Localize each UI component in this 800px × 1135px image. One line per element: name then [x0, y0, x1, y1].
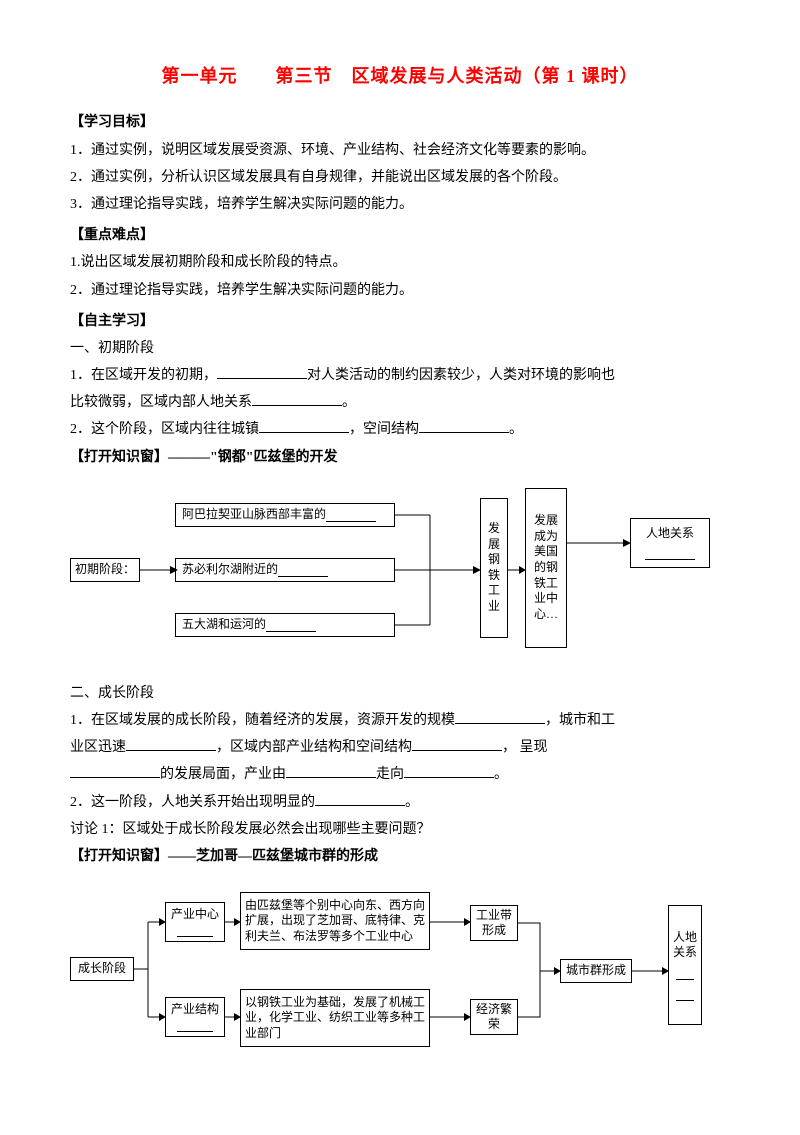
s1b-mid1: ，空间结构: [349, 422, 419, 437]
s2a-l2mid: ，区域内部产业结构和空间结构: [216, 740, 412, 755]
s2a-end: 。: [494, 767, 508, 782]
s1a-mid: 对人类活动的制约因素较少，人类对环境的影响也: [307, 368, 615, 383]
blank: [419, 418, 509, 433]
keypoint-2: 2．通过理论指导实践，培养学生解决实际问题的能力。: [70, 278, 730, 303]
blank: [315, 791, 405, 806]
s2a-l2pre: 业区迅速: [70, 740, 126, 755]
window2-heading: 【打开知识窗】——芝加哥—匹兹堡城市群的形成: [70, 844, 730, 869]
goal-1: 1．通过实例，说明区域发展受资源、环境、产业结构、社会经济文化等要素的影响。: [70, 138, 730, 163]
blank: [404, 763, 494, 778]
blank: [126, 736, 216, 751]
s1a-pre: 1．在区域开发的初期，: [70, 368, 217, 383]
s1a-l2pre: 比较微弱，区域内部人地关系: [70, 395, 252, 410]
blank: [70, 763, 160, 778]
blank: [259, 418, 349, 433]
goal-3: 3．通过理论指导实践，培养学生解决实际问题的能力。: [70, 192, 730, 217]
blank: [217, 364, 307, 379]
stage2-text-1c: 的发展局面，产业由 走向 。: [70, 762, 730, 787]
diagram2-connectors: [70, 887, 730, 1057]
diagram-chicago: 成长阶段 产业中心 产业结构 由匹兹堡等个别中心向东、西方向扩展，出现了芝加哥、…: [70, 887, 730, 1057]
stage1-heading: 一、初期阶段: [70, 336, 730, 361]
keypoint-1: 1.说出区域发展初期阶段和成长阶段的特点。: [70, 250, 730, 275]
keypoints-heading: 【重点难点】: [70, 223, 730, 248]
stage2-text-1b: 业区迅速 ，区域内部产业结构和空间结构 ， 呈现: [70, 735, 730, 760]
s2b-pre: 2．这一阶段，人地关系开始出现明显的: [70, 795, 315, 810]
goal-2: 2．通过实例，分析认识区域发展具有自身规律，并能说出区域发展的各个阶段。: [70, 165, 730, 190]
s2a-mid: ，城市和工: [545, 713, 615, 728]
diagram-pittsburgh: 初期阶段： 阿巴拉契亚山脉西部丰富的 苏必利尔湖附近的 五大湖和运河的 发展钢铁…: [70, 488, 730, 663]
s2a-l2end: ， 呈现: [502, 740, 548, 755]
s1a-end: 。: [342, 395, 356, 410]
blank: [252, 391, 342, 406]
goals-heading: 【学习目标】: [70, 110, 730, 135]
s1b-end: 。: [509, 422, 523, 437]
discussion-1: 讨论 1：区域处于成长阶段发展必然会出现哪些主要问题？: [70, 817, 730, 842]
page-title: 第一单元 第三节 区域发展与人类活动（第 1 课时）: [70, 60, 730, 92]
s2b-end: 。: [405, 795, 419, 810]
stage2-text-2: 2．这一阶段，人地关系开始出现明显的 。: [70, 790, 730, 815]
blank: [412, 736, 502, 751]
stage2-text-1: 1．在区域发展的成长阶段，随着经济的发展，资源开发的规模 ，城市和工: [70, 708, 730, 733]
stage1-text-1: 1．在区域开发的初期， 对人类活动的制约因素较少，人类对环境的影响也: [70, 363, 730, 388]
s2a-l3mid2: 走向: [376, 767, 404, 782]
window1-heading: 【打开知识窗】———"钢都"匹兹堡的开发: [70, 445, 730, 470]
stage1-text-2: 2．这个阶段，区域内往往城镇 ，空间结构 。: [70, 417, 730, 442]
stage1-text-1b: 比较微弱，区域内部人地关系 。: [70, 390, 730, 415]
diagram1-connectors: [70, 488, 730, 663]
blank: [286, 763, 376, 778]
s1b-pre: 2．这个阶段，区域内往往城镇: [70, 422, 259, 437]
s2a-l3mid: 的发展局面，产业由: [160, 767, 286, 782]
s2a-pre: 1．在区域发展的成长阶段，随着经济的发展，资源开发的规模: [70, 713, 455, 728]
stage2-heading: 二、成长阶段: [70, 681, 730, 706]
blank: [455, 709, 545, 724]
selfstudy-heading: 【自主学习】: [70, 309, 730, 334]
